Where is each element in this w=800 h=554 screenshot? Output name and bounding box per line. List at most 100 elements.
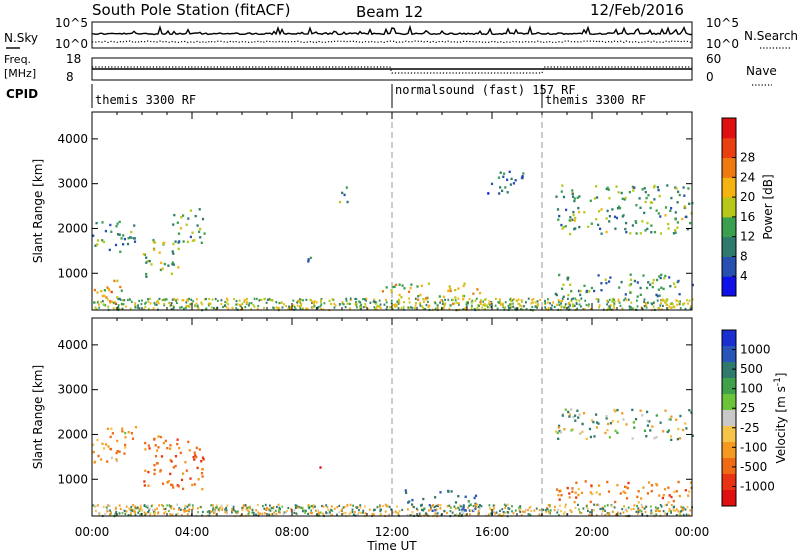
velocity-echo-cell	[338, 504, 341, 507]
power-echo-cell	[636, 299, 638, 302]
velocity-echo-cell	[655, 482, 658, 486]
velocity-echo-cell	[144, 469, 147, 472]
velocity-echo-cell	[352, 513, 355, 516]
velocity-echo-cell	[568, 492, 571, 495]
power-echo-cell	[110, 230, 113, 233]
velocity-echo-cell	[342, 512, 345, 515]
velocity-echo-cell	[270, 513, 273, 516]
velocity-echo-cell	[637, 507, 640, 510]
power-echo-cell	[181, 306, 183, 309]
power-echo-cell	[671, 303, 674, 306]
power-echo-cell	[624, 297, 627, 300]
power-echo-cell	[487, 302, 490, 305]
velocity-echo-cell	[605, 417, 608, 420]
power-echo-cell	[483, 304, 486, 307]
power-echo-cell	[659, 232, 663, 235]
velocity-echo-cell	[640, 510, 643, 513]
power-echo-cell	[472, 292, 475, 295]
power-echo-cell	[458, 303, 460, 306]
velocity-echo-cell	[564, 506, 567, 509]
velocity-echo-cell	[632, 507, 635, 510]
power-echo-cell	[94, 244, 97, 247]
velocity-echo-cell	[384, 510, 387, 513]
velocity-echo-cell	[286, 509, 288, 513]
power-echo-cell	[150, 263, 153, 266]
power-echo-cell	[189, 209, 193, 212]
velocity-echo-cell	[502, 511, 505, 514]
velocity-echo-cell	[684, 508, 687, 511]
velocity-echo-cell	[559, 504, 561, 507]
power-echo-cell	[191, 231, 194, 234]
power-echo-cell	[214, 308, 217, 311]
velocity-y-tick-label: 1000	[57, 472, 88, 486]
power-echo-cell	[393, 285, 396, 288]
power-echo-cell	[121, 307, 124, 310]
velocity-echo-cell	[462, 505, 465, 508]
power-echo-cell	[515, 299, 518, 302]
power-echo-cell	[277, 306, 280, 309]
velocity-echo-cell	[259, 512, 261, 515]
velocity-echo-cell	[168, 504, 171, 507]
power-echo-cell	[544, 299, 546, 302]
power-echo-cell	[364, 305, 367, 308]
velocity-echo-cell	[169, 472, 172, 476]
velocity-echo-cell	[428, 509, 430, 512]
velocity-echo-cell	[307, 512, 309, 515]
power-echo-cell	[427, 305, 430, 309]
velocity-echo-cell	[395, 511, 398, 514]
power-echo-cell	[105, 296, 108, 299]
power-echo-cell	[598, 306, 600, 309]
velocity-echo-cell	[473, 509, 475, 512]
power-echo-cell	[193, 239, 196, 242]
velocity-echo-cell	[105, 506, 108, 509]
power-echo-cell	[465, 305, 468, 308]
velocity-echo-cell	[195, 446, 198, 450]
power-echo-cell	[96, 239, 100, 242]
velocity-echo-cell	[668, 509, 670, 513]
power-echo-cell	[479, 303, 482, 306]
power-echo-cell	[650, 224, 653, 227]
power-echo-cell	[593, 289, 596, 293]
power-echo-cell	[119, 298, 122, 301]
power-echo-cell	[133, 237, 136, 240]
power-echo-cell	[478, 304, 480, 307]
power-echo-cell	[481, 306, 484, 309]
velocity-echo-cell	[579, 511, 581, 514]
velocity-echo-cell	[604, 509, 606, 512]
velocity-echo-cell	[171, 514, 173, 517]
velocity-echo-cell	[184, 504, 187, 507]
velocity-echo-cell	[180, 508, 182, 511]
power-echo-cell	[657, 212, 660, 215]
velocity-echo-cell	[645, 435, 648, 438]
power-echo-cell	[236, 303, 239, 306]
velocity-echo-cell	[514, 509, 517, 512]
velocity-echo-cell	[669, 418, 672, 421]
velocity-echo-cell	[689, 509, 692, 512]
power-echo-cell	[513, 298, 515, 301]
power-echo-cell	[657, 306, 660, 310]
velocity-echo-cell	[610, 504, 613, 508]
velocity-echo-cell	[129, 513, 132, 517]
velocity-echo-cell	[346, 504, 349, 507]
power-echo-cell	[664, 274, 667, 278]
velocity-colorbar-swatch	[722, 410, 736, 427]
velocity-echo-cell	[462, 507, 465, 510]
velocity-echo-cell	[330, 505, 333, 508]
velocity-echo-cell	[571, 487, 574, 490]
power-echo-cell	[688, 202, 691, 205]
velocity-echo-cell	[98, 511, 100, 514]
power-echo-cell	[557, 218, 560, 221]
power-echo-cell	[117, 305, 120, 309]
power-echo-cell	[403, 287, 406, 290]
velocity-echo-cell	[163, 512, 165, 515]
velocity-echo-cell	[224, 508, 226, 511]
power-echo-cell	[572, 213, 575, 217]
velocity-echo-cell	[248, 514, 250, 517]
power-echo-cell	[209, 302, 212, 305]
frequency-panel: Freq. [MHz] 18 8 60 0 Nave	[4, 52, 777, 86]
power-echo-cell	[235, 307, 238, 310]
power-echo-cell	[674, 218, 677, 221]
power-echo-cell	[679, 307, 682, 310]
velocity-echo-cell	[153, 512, 156, 515]
velocity-echo-cell	[642, 486, 645, 489]
